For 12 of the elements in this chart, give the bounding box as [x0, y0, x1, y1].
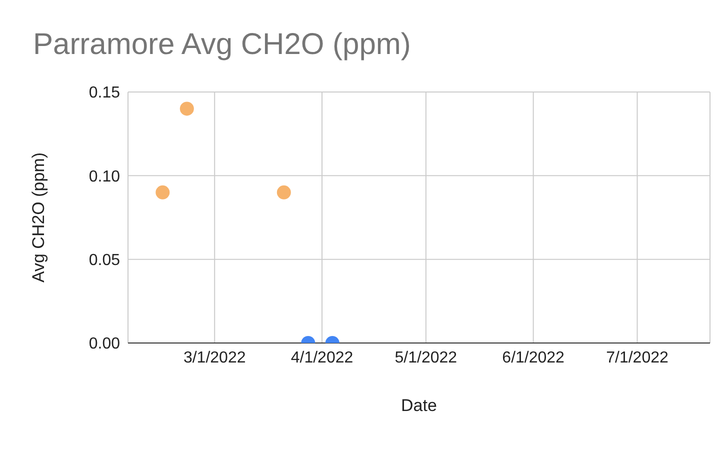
x-axis-title: Date — [401, 396, 437, 415]
chart-title: Parramore Avg CH2O (ppm) — [33, 28, 411, 62]
y-tick-label: 0.05 — [88, 252, 120, 270]
y-tick-label: 0.10 — [88, 168, 120, 186]
y-tick-label: 0.15 — [88, 84, 120, 102]
x-tick-label: 7/1/2022 — [606, 349, 668, 366]
x-tick-label: 5/1/2022 — [394, 349, 458, 366]
x-tick-label: 4/1/2022 — [290, 349, 354, 366]
y-axis-title: Avg CH2O (ppm) — [29, 152, 48, 283]
y-tick-label: 0.00 — [88, 336, 120, 353]
x-tick-label: 3/1/2022 — [183, 349, 246, 366]
x-tick-label: 6/1/2022 — [502, 349, 565, 366]
